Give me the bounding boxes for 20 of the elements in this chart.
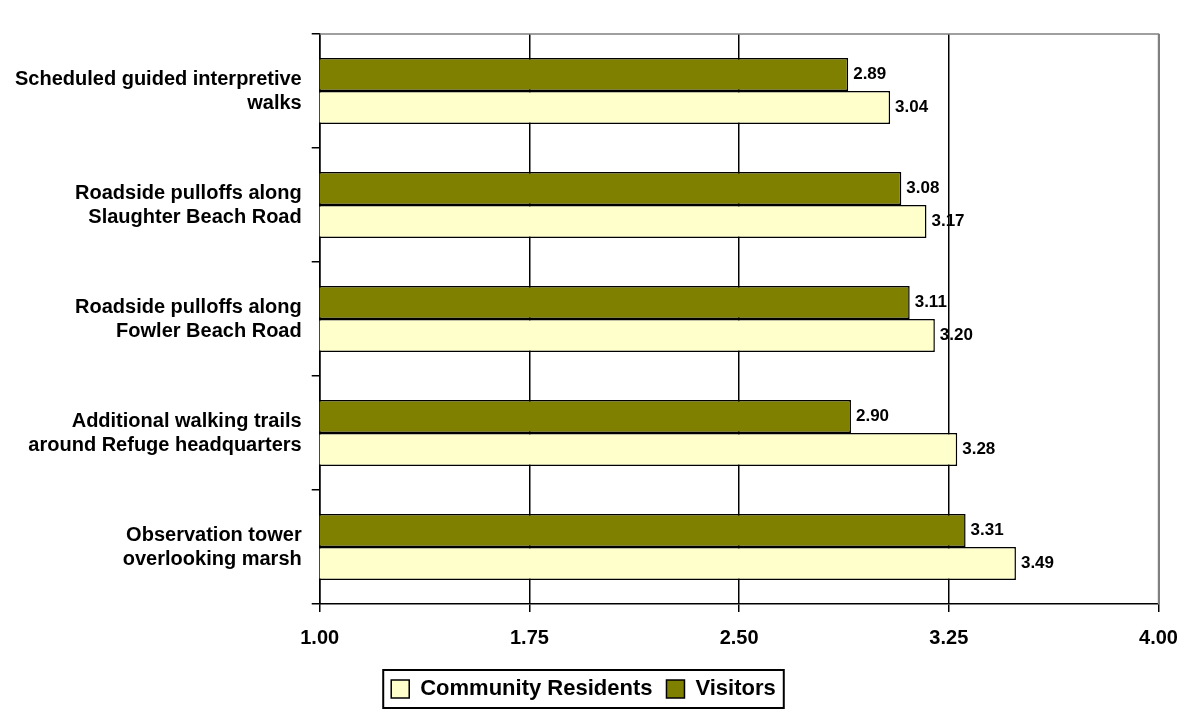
x-tick-label: 1.75: [509, 625, 549, 648]
y-tick-label: Additional walking trails around Refuge headquarters: [28, 408, 302, 455]
data-label: 3.28: [962, 439, 996, 459]
data-label: 3.04: [895, 97, 929, 117]
data-label: 3.11: [914, 292, 947, 312]
data-label: 3.08: [906, 178, 940, 198]
x-tick-label: 2.50: [719, 625, 759, 648]
data-label: 2.90: [855, 406, 890, 426]
y-tick-label: Observation tower overlooking marsh: [122, 522, 302, 569]
data-label: 3.31: [970, 520, 1004, 540]
y-tick-label: Roadside pulloffs along Fowler Beach Road: [75, 294, 302, 341]
x-tick-label: 3.25: [929, 625, 969, 648]
y-tick-label: Roadside pulloffs along Slaughter Beach Road: [75, 180, 302, 227]
legend-label: Community Residents: [420, 675, 653, 701]
x-tick-label: 4.00: [1139, 625, 1179, 648]
legend-label: Visitors: [695, 675, 776, 701]
data-label: 2.89: [853, 64, 887, 84]
x-tick-label: 1.00: [300, 625, 340, 648]
data-label: 3.49: [1020, 553, 1055, 573]
y-tick-label: Scheduled guided interpretive walks: [15, 66, 302, 113]
